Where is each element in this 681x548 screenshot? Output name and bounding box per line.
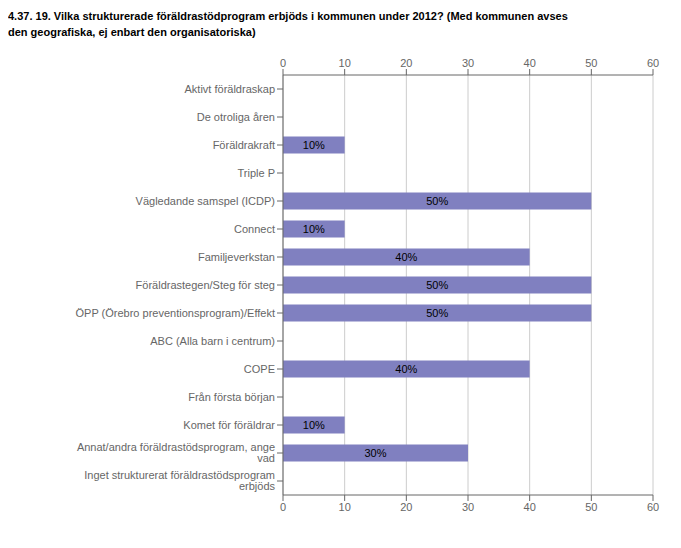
svg-text:20: 20 (400, 501, 412, 513)
svg-text:0: 0 (280, 501, 286, 513)
svg-text:Föräldrastegen/Steg för steg: Föräldrastegen/Steg för steg (136, 279, 275, 291)
svg-text:50: 50 (585, 57, 597, 69)
svg-text:40%: 40% (395, 363, 417, 375)
svg-text:10: 10 (339, 501, 351, 513)
svg-text:50%: 50% (426, 195, 448, 207)
svg-text:Komet för föräldrar: Komet för föräldrar (183, 419, 275, 431)
svg-text:60: 60 (647, 501, 659, 513)
svg-text:Annat/andra föräldrastödsprogr: Annat/andra föräldrastödsprogram, angeva… (77, 441, 275, 464)
svg-text:40%: 40% (395, 251, 417, 263)
svg-text:30: 30 (462, 501, 474, 513)
svg-text:30: 30 (462, 57, 474, 69)
svg-text:40: 40 (524, 501, 536, 513)
svg-text:Aktivt föräldraskap: Aktivt föräldraskap (185, 83, 275, 95)
svg-text:40: 40 (524, 57, 536, 69)
svg-text:20: 20 (400, 57, 412, 69)
svg-text:ABC (Alla barn i centrum): ABC (Alla barn i centrum) (150, 335, 275, 347)
svg-text:COPE: COPE (244, 363, 275, 375)
svg-text:Inget strukturerat föräldrastö: Inget strukturerat föräldrastödsprograme… (84, 469, 275, 492)
html-text:4.37. 19. Vilka strukturerade: 4.37. 19. Vilka strukturerade föräldrast… (8, 10, 568, 22)
svg-text:Föräldrakraft: Föräldrakraft (213, 139, 275, 151)
svg-text:10%: 10% (303, 419, 325, 431)
svg-text:Familjeverkstan: Familjeverkstan (198, 251, 275, 263)
svg-text:Från första början: Från första början (188, 391, 275, 403)
svg-text:Triple P: Triple P (238, 167, 276, 179)
svg-text:Vägledande samspel (ICDP): Vägledande samspel (ICDP) (136, 195, 275, 207)
html-text:den geografiska, ej enbart den: den geografiska, ej enbart den organisat… (8, 26, 256, 38)
svg-text:50%: 50% (426, 279, 448, 291)
svg-text:ÖPP (Örebro preventionsprogram: ÖPP (Örebro preventionsprogram)/Effekt (75, 307, 275, 319)
svg-text:50: 50 (585, 501, 597, 513)
svg-text:Connect: Connect (234, 223, 275, 235)
svg-text:10: 10 (339, 57, 351, 69)
svg-text:0: 0 (280, 57, 286, 69)
svg-text:10%: 10% (303, 139, 325, 151)
svg-text:10%: 10% (303, 223, 325, 235)
svg-text:30%: 30% (364, 447, 386, 459)
svg-text:50%: 50% (426, 307, 448, 319)
svg-text:De otroliga åren: De otroliga åren (197, 111, 275, 123)
svg-text:60: 60 (647, 57, 659, 69)
